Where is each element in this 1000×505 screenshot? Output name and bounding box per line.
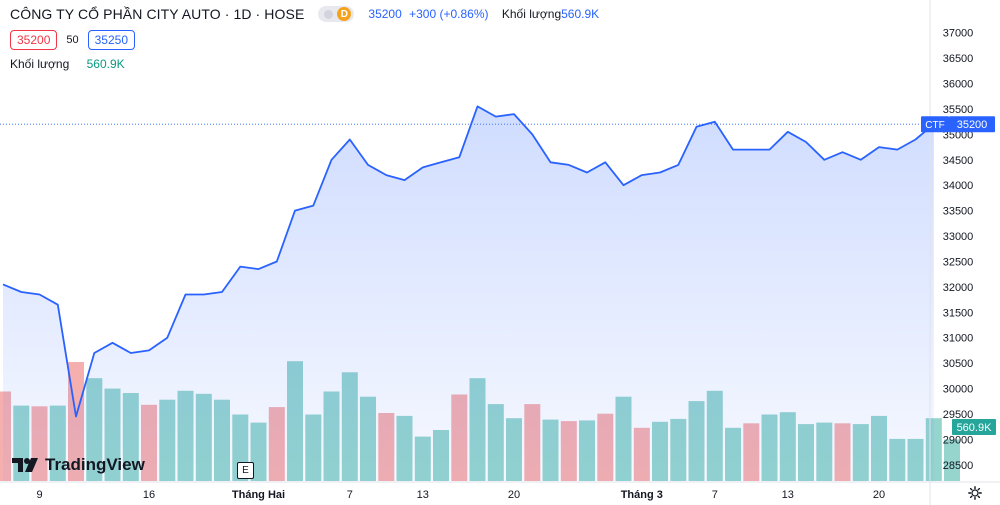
x-tick-label: 9	[36, 489, 42, 501]
y-tick-label: 37000	[943, 28, 974, 40]
price-change: +300 (+0.86%)	[409, 7, 489, 21]
volume-badge-bg	[952, 419, 996, 435]
y-tick-label: 31000	[943, 333, 974, 345]
last-price-value-bg	[949, 116, 995, 133]
y-tick-label: 32500	[943, 257, 974, 269]
x-tick-label: 7	[712, 489, 718, 501]
brand-name: TradingView	[45, 455, 145, 474]
interval-badge: D	[337, 7, 352, 21]
symbol-title: CÔNG TY CỔ PHẦN CITY AUTO · 1D · HOSE	[10, 6, 305, 22]
spread-value: 50	[66, 34, 79, 46]
x-tick-label: 13	[782, 489, 794, 501]
earnings-event-marker[interactable]: E	[237, 462, 254, 479]
volume-value: 560.9K	[561, 7, 600, 21]
market-status-pill[interactable]: D	[318, 6, 355, 22]
price-area	[0, 105, 935, 482]
last-price-symbol-bg	[921, 116, 949, 133]
last-price: 35200	[368, 7, 402, 21]
trade-buttons: 35200 50 35250	[10, 30, 135, 50]
quote-values: 35200 +300 (+0.86%) Khối lượng560.9K	[368, 7, 599, 21]
y-tick-label: 32000	[943, 282, 974, 294]
y-tick-label: 36500	[943, 53, 974, 65]
y-tick-label: 29000	[943, 434, 974, 446]
x-tick-label: Tháng 3	[621, 489, 663, 501]
volume-legend: Khối lượng 560.9K	[10, 57, 125, 71]
y-tick-label: 35500	[943, 104, 974, 116]
last-price-symbol: CTF	[925, 120, 944, 131]
x-tick-label: Tháng Hai	[232, 489, 285, 501]
tradingview-logo[interactable]: TradingView	[12, 455, 145, 475]
volume-badge: 560.9K	[952, 419, 996, 435]
y-tick-label: 30500	[943, 358, 974, 370]
x-tick-label: 7	[347, 489, 353, 501]
tradingview-logo-icon	[12, 458, 38, 472]
last-price-value: 35200	[957, 119, 988, 131]
y-tick-label: 34000	[943, 180, 974, 192]
y-tick-label: 36000	[943, 79, 974, 91]
y-tick-label: 35000	[943, 129, 974, 141]
buy-button[interactable]: 35250	[87, 30, 135, 50]
last-price-label: CTF 35200	[921, 116, 995, 133]
y-tick-label: 31500	[943, 307, 974, 319]
y-tick-label: 33500	[943, 206, 974, 218]
y-tick-label: 30000	[943, 384, 974, 396]
chart-header: CÔNG TY CỔ PHẦN CITY AUTO · 1D · HOSE D …	[10, 6, 599, 22]
volume-legend-label: Khối lượng	[10, 57, 70, 71]
price-area-fill	[3, 106, 934, 482]
volume-label: Khối lượng	[501, 7, 562, 21]
y-tick-label: 34500	[943, 155, 974, 167]
volume-legend-value: 560.9K	[86, 57, 125, 71]
volume-badge-value: 560.9K	[957, 422, 993, 434]
y-tick-label: 28500	[943, 460, 974, 472]
status-dot-icon	[324, 9, 334, 19]
gear-icon[interactable]	[968, 486, 982, 500]
y-tick-label: 29500	[943, 409, 974, 421]
y-tick-label: 33000	[943, 231, 974, 243]
sell-button[interactable]: 35200	[10, 30, 58, 50]
price-line	[2, 105, 935, 418]
x-tick-label: 13	[417, 489, 429, 501]
x-tick-label: 20	[508, 489, 520, 501]
volume-bar	[944, 439, 960, 481]
x-tick-label: 16	[143, 489, 155, 501]
x-tick-label: 20	[873, 489, 885, 501]
